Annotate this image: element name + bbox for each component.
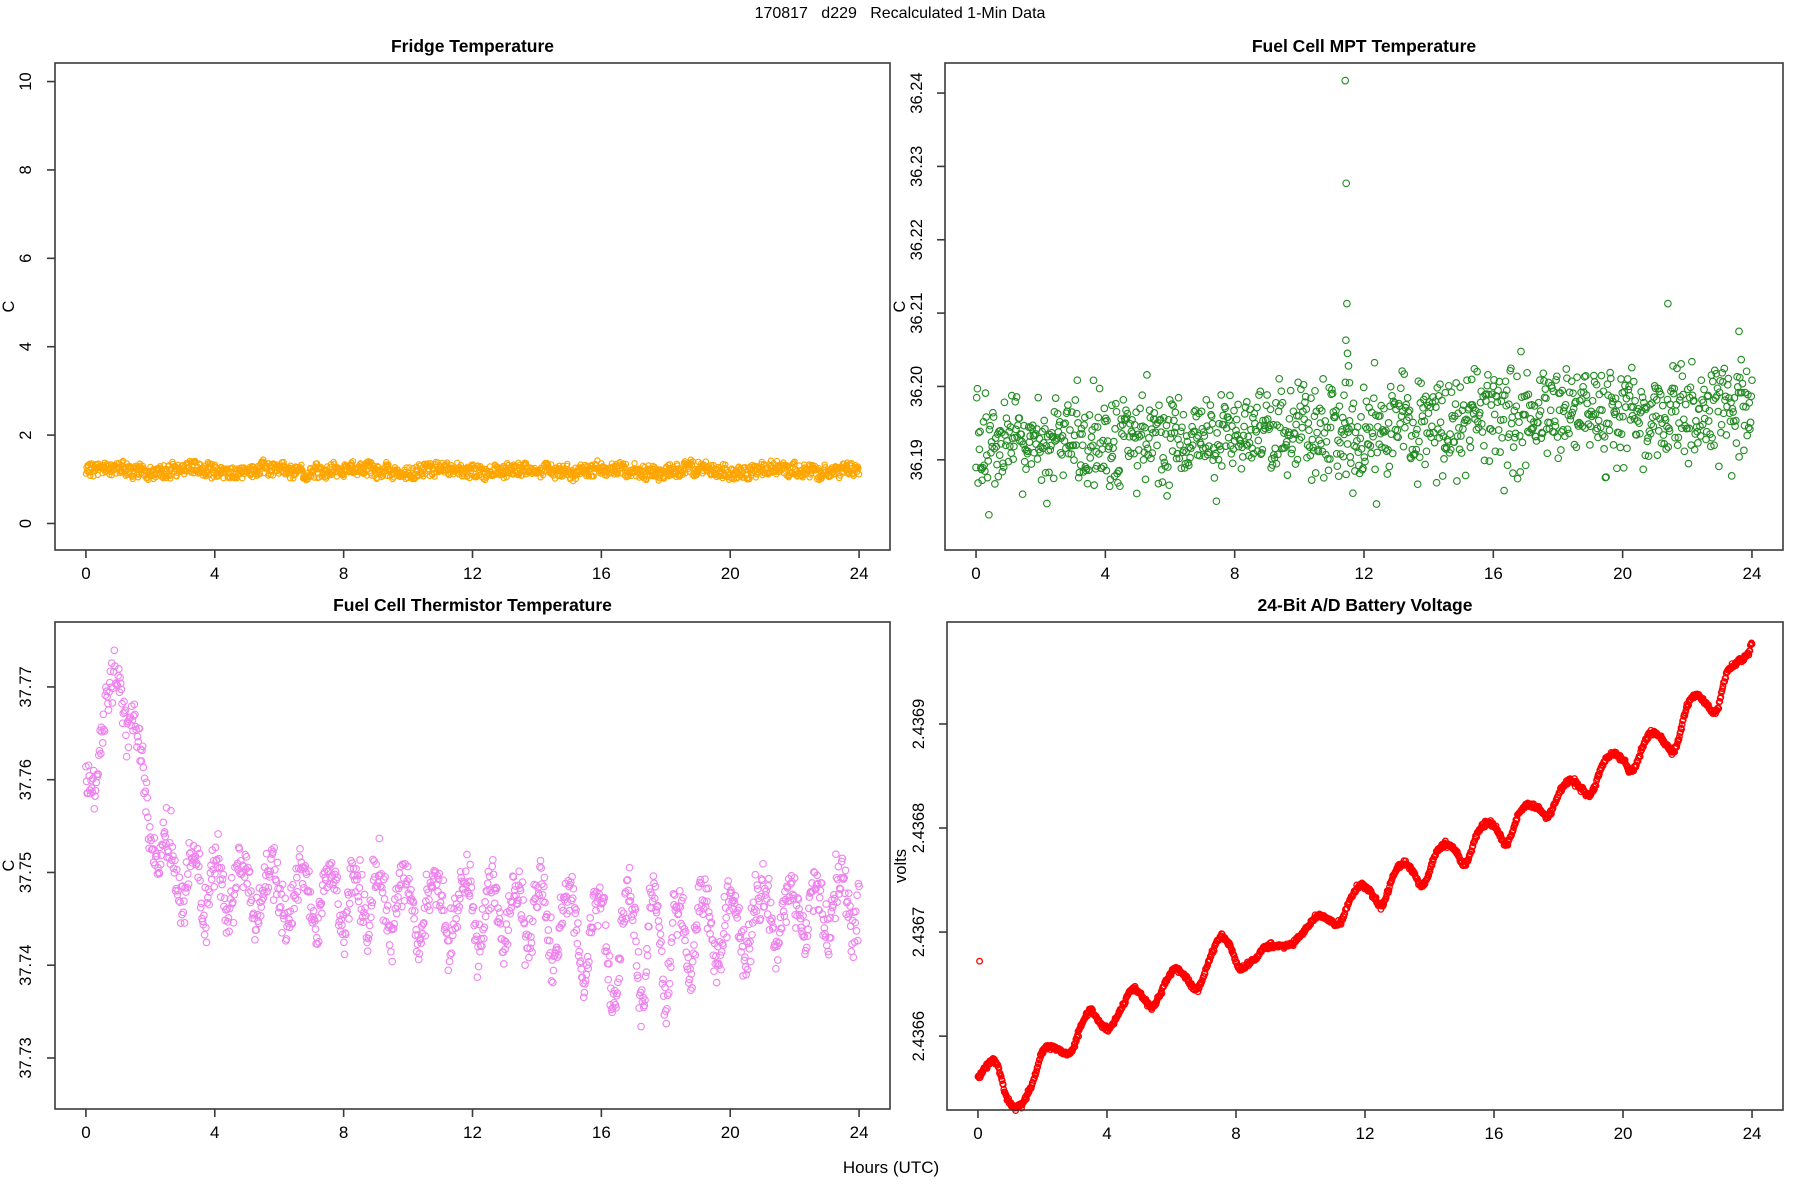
x-tick-label: 24: [1743, 1124, 1762, 1143]
y-tick-label: 37.77: [17, 666, 35, 707]
panel-title: 24-Bit A/D Battery Voltage: [1258, 595, 1473, 615]
x-axis-label: Hours (UTC): [842, 1158, 940, 1177]
y-axis-label: C: [891, 300, 909, 312]
x-tick-label: 20: [1613, 564, 1632, 583]
y-tick-label: 4: [17, 342, 35, 351]
y-tick-label: 37.75: [17, 852, 35, 893]
y-tick-label: 36.19: [908, 439, 926, 480]
y-tick-label: 36.23: [908, 146, 926, 187]
y-tick-label: 2.4367: [910, 907, 928, 957]
scatter-points: [972, 76, 1756, 519]
x-tick-label: 20: [721, 1123, 740, 1142]
x-tick-label: 20: [1614, 1124, 1633, 1143]
x-tick-label: 16: [592, 1123, 611, 1142]
y-tick-label: 0: [17, 519, 35, 528]
y-tick-label: 2.4369: [910, 699, 928, 749]
panel-title: Fuel Cell MPT Temperature: [1252, 36, 1477, 56]
x-tick-label: 12: [1355, 564, 1374, 583]
scatter-points: [974, 639, 1756, 1115]
x-tick-label: 4: [1102, 1124, 1111, 1143]
scatter-points: [82, 646, 863, 1031]
x-tick-label: 0: [971, 564, 980, 583]
x-tick-label: 0: [81, 564, 90, 583]
x-tick-label: 16: [1485, 1124, 1504, 1143]
x-tick-label: 16: [1484, 564, 1503, 583]
x-tick-label: 24: [1743, 564, 1762, 583]
main-title: 170817 d229 Recalculated 1-Min Data: [754, 5, 1046, 22]
x-tick-label: 0: [973, 1124, 982, 1143]
x-tick-label: 16: [592, 564, 611, 583]
x-tick-label: 8: [1231, 1124, 1240, 1143]
chart-battery-voltage: 24-Bit A/D Battery Voltage 2.4366 2.4367 2.…: [892, 595, 1784, 1143]
x-tick-label: 4: [210, 564, 219, 583]
chart-fuel-cell-mpt-temperature: Fuel Cell MPT Temperature 36.19 36.20 36.21…: [891, 36, 1784, 583]
x-tick-label: 12: [463, 564, 482, 583]
x-tick-label: 0: [81, 1123, 90, 1142]
y-tick-label: 2.4368: [910, 803, 928, 853]
panel-title: Fuel Cell Thermistor Temperature: [333, 595, 612, 615]
y-tick-label: 36.21: [908, 292, 926, 333]
y-axis-label: C: [0, 300, 18, 312]
plot-box: [946, 621, 1784, 1111]
y-tick-label: 36.22: [908, 219, 926, 260]
x-tick-label: 4: [1101, 564, 1110, 583]
y-tick-label: 37.74: [17, 945, 35, 986]
scatter-points: [82, 456, 863, 485]
y-axis-label: volts: [892, 849, 910, 883]
x-tick-label: 24: [850, 1123, 869, 1142]
panel-title: Fridge Temperature: [391, 36, 554, 56]
y-tick-label: 37.76: [17, 759, 35, 800]
y-tick-label: 8: [17, 165, 35, 174]
x-tick-label: 12: [463, 1123, 482, 1142]
y-tick-label: 10: [17, 72, 35, 90]
y-tick-label: 36.24: [908, 72, 926, 113]
x-tick-label: 20: [721, 564, 740, 583]
chart-fuel-cell-thermistor-temperature: Fuel Cell Thermistor Temperature 37.73 37.…: [0, 595, 891, 1142]
y-tick-label: 2: [17, 431, 35, 440]
x-tick-label: 24: [850, 564, 869, 583]
x-tick-label: 12: [1356, 1124, 1375, 1143]
plot-box: [944, 62, 1784, 551]
x-tick-label: 8: [1230, 564, 1239, 583]
x-tick-label: 8: [339, 564, 348, 583]
y-axis-label: C: [0, 859, 18, 871]
y-tick-label: 6: [17, 254, 35, 263]
y-tick-label: 36.20: [908, 366, 926, 407]
x-tick-label: 4: [210, 1123, 219, 1142]
plot-box: [54, 621, 891, 1110]
y-tick-label: 37.73: [17, 1037, 35, 1078]
y-tick-label: 2.4366: [910, 1011, 928, 1061]
x-tick-label: 8: [339, 1123, 348, 1142]
